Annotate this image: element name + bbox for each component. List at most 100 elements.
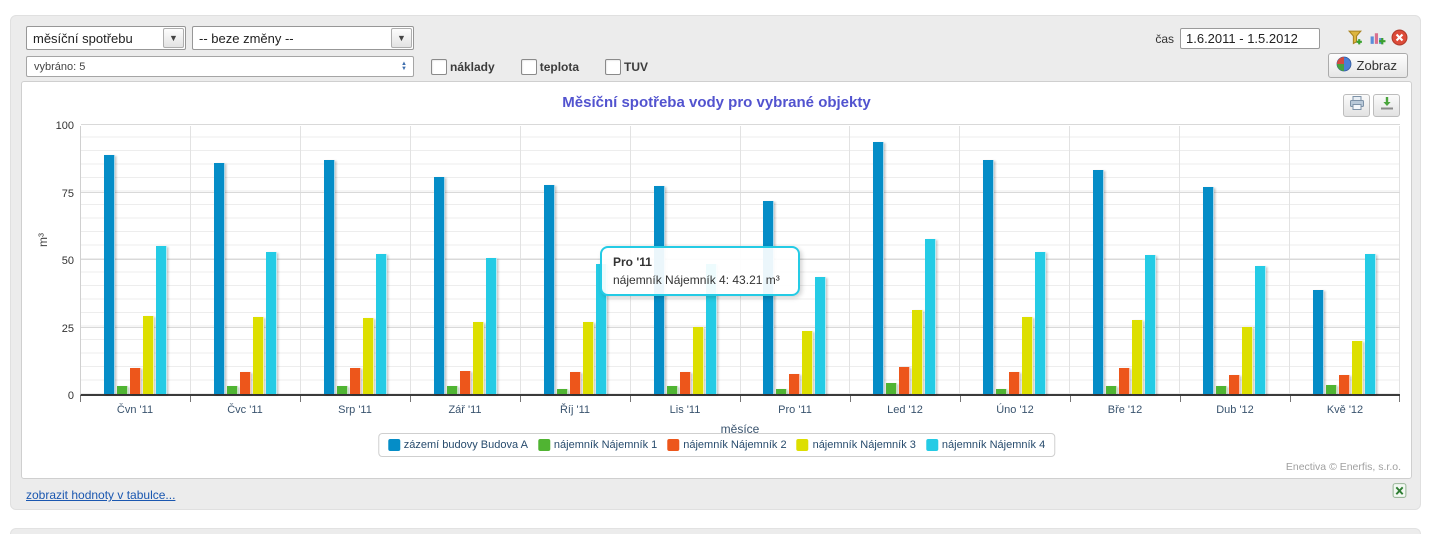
checkbox-row: náklady teplota TUV (431, 56, 648, 78)
bar[interactable] (582, 322, 594, 394)
bar[interactable] (252, 317, 264, 394)
x-tick-label: Zář '11 (410, 396, 520, 416)
bar[interactable] (1132, 319, 1144, 394)
bar[interactable] (323, 160, 335, 394)
bar[interactable] (1365, 253, 1377, 394)
bar[interactable] (1009, 372, 1021, 394)
gridline (81, 124, 1400, 125)
bar[interactable] (1242, 326, 1254, 394)
chart-add-icon[interactable] (1369, 29, 1386, 46)
bar[interactable] (155, 245, 167, 394)
bar[interactable] (239, 372, 251, 394)
bar[interactable] (1216, 385, 1228, 394)
bar[interactable] (213, 163, 225, 394)
bar[interactable] (705, 264, 717, 394)
download-button[interactable] (1373, 94, 1400, 117)
print-button[interactable] (1343, 94, 1370, 117)
bar[interactable] (802, 330, 814, 394)
objects-multiselect[interactable]: vybráno: 5 ▲ ▼ (26, 56, 414, 77)
bar[interactable] (1255, 265, 1267, 394)
bar-group (213, 163, 277, 394)
metric-select-value: měsíční spotřebu (33, 30, 133, 46)
excel-export-icon[interactable] (1391, 482, 1408, 504)
bar[interactable] (116, 385, 128, 394)
bar[interactable] (362, 318, 374, 394)
y-tick-label: 100 (55, 120, 74, 132)
chart-buttons (1343, 94, 1400, 117)
bar[interactable] (886, 383, 898, 394)
bar[interactable] (789, 373, 801, 394)
next-section-strip[interactable] (10, 528, 1421, 534)
bar[interactable] (446, 385, 458, 394)
legend-item[interactable]: nájemník Nájemník 4 (925, 439, 1045, 451)
legend-item[interactable]: nájemník Nájemník 1 (537, 439, 657, 451)
bar-group (763, 200, 827, 394)
x-axis-labels: Čvn '11 Čvc '11 Srp '11 Zář '11 Říj '11 Lis '… (80, 396, 1400, 416)
bar[interactable] (595, 264, 607, 394)
bar[interactable] (103, 155, 115, 394)
bar[interactable] (873, 141, 885, 394)
bar[interactable] (485, 257, 497, 394)
bar[interactable] (925, 238, 937, 394)
time-range-input[interactable] (1180, 28, 1320, 49)
bar[interactable] (679, 372, 691, 394)
bar[interactable] (666, 385, 678, 394)
legend-swatch (796, 439, 809, 451)
checkbox-naklady[interactable]: náklady (431, 59, 495, 75)
bar[interactable] (375, 253, 387, 394)
legend-item[interactable]: zázemí budovy Budova A (387, 439, 528, 451)
checkbox-teplota[interactable]: teplota (520, 59, 579, 75)
bar[interactable] (433, 176, 445, 394)
bar[interactable] (1203, 187, 1215, 394)
bar[interactable] (1352, 341, 1364, 394)
x-tick-label: Pro '11 (740, 396, 850, 416)
bar[interactable] (763, 200, 775, 394)
bar[interactable] (1035, 252, 1047, 394)
bar-group (323, 160, 387, 394)
bar[interactable] (543, 184, 555, 394)
below-chart-row: zobrazit hodnoty v tabulce... (26, 482, 1408, 504)
bar-group (1313, 253, 1377, 394)
bar[interactable] (692, 326, 704, 394)
show-button[interactable]: Zobraz (1327, 53, 1408, 78)
bar[interactable] (1339, 375, 1351, 394)
legend-item[interactable]: nájemník Nájemník 3 (796, 439, 916, 451)
bar[interactable] (129, 368, 141, 394)
bar[interactable] (459, 371, 471, 394)
bar[interactable] (472, 322, 484, 394)
bar[interactable] (815, 277, 827, 394)
bar[interactable] (1326, 384, 1338, 394)
bar[interactable] (1119, 368, 1131, 394)
bar[interactable] (349, 368, 361, 394)
checkbox-tuv[interactable]: TUV (605, 59, 648, 75)
metric-select[interactable]: měsíční spotřebu ▼ (26, 26, 186, 50)
show-table-link[interactable]: zobrazit hodnoty v tabulce... (26, 488, 176, 502)
bar[interactable] (1229, 375, 1241, 394)
bar[interactable] (983, 160, 995, 394)
toolbar-icons (1347, 29, 1408, 46)
bar[interactable] (336, 385, 348, 394)
checkbox-box[interactable] (431, 59, 447, 75)
change-select[interactable]: -- beze změny -- ▼ (192, 26, 414, 50)
bar[interactable] (912, 310, 924, 394)
bar[interactable] (569, 372, 581, 394)
bar[interactable] (776, 388, 788, 394)
bar[interactable] (556, 388, 568, 394)
bar[interactable] (1022, 317, 1034, 394)
bar[interactable] (1145, 254, 1157, 394)
y-tick-label: 75 (61, 187, 74, 200)
bar[interactable] (142, 315, 154, 394)
close-icon[interactable] (1391, 29, 1408, 46)
x-tick-label: Dub '12 (1180, 396, 1290, 416)
bar[interactable] (1093, 169, 1105, 394)
bar[interactable] (899, 367, 911, 394)
bar[interactable] (226, 385, 238, 394)
filter-add-icon[interactable] (1347, 29, 1364, 46)
checkbox-box[interactable] (605, 59, 622, 75)
bar[interactable] (1106, 385, 1118, 394)
bar[interactable] (996, 388, 1008, 394)
bar[interactable] (265, 252, 277, 394)
checkbox-box[interactable] (520, 59, 537, 75)
legend-item[interactable]: nájemník Nájemník 2 (667, 439, 787, 451)
bar[interactable] (1313, 290, 1325, 394)
